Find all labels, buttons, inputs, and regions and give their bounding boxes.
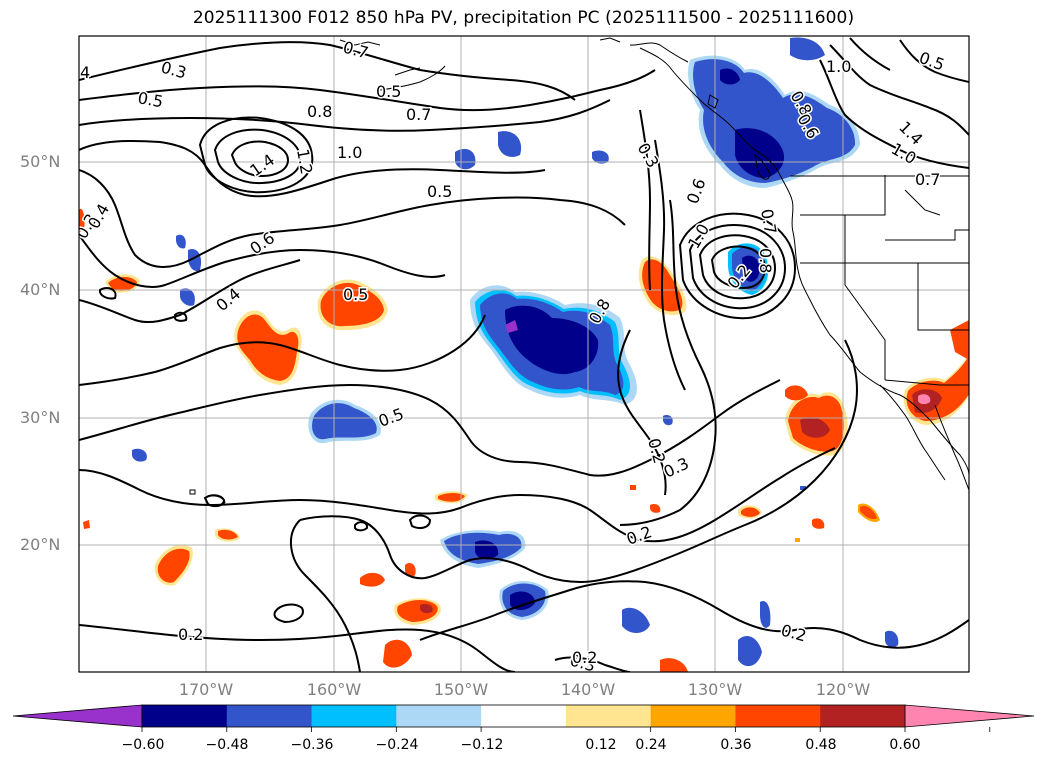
colorbar-segment xyxy=(226,705,313,727)
colorbar-tick-label: 0.48 xyxy=(805,737,837,753)
colorbar-tick-label: 0.60 xyxy=(889,737,921,753)
positive-anomaly-regions xyxy=(79,208,969,672)
contour-label: 0.8 xyxy=(307,102,332,121)
contour-label: 0.5 xyxy=(427,182,452,201)
contour-label: 0.8 xyxy=(756,248,775,273)
lon-label-130w: 130°W xyxy=(687,680,743,699)
contour-label: 4 xyxy=(80,63,90,82)
contour-label: 0.3 xyxy=(568,651,598,676)
lat-label-40n: 40°N xyxy=(20,280,61,299)
lon-label-170w: 170°W xyxy=(178,680,234,699)
colorbar-tick-label: 0.24 xyxy=(635,737,667,753)
contour-label: 1.2 xyxy=(293,147,316,175)
negative-anomaly-regions xyxy=(132,37,899,667)
lat-label-50n: 50°N xyxy=(20,152,61,171)
colorbar-tick-label: −0.36 xyxy=(290,737,334,753)
contour-label: 1.0 xyxy=(826,57,851,76)
lon-label-160w: 160°W xyxy=(306,680,362,699)
colorbar xyxy=(12,704,1035,732)
colorbar-tick-label: −0.24 xyxy=(375,737,419,753)
colorbar-segment xyxy=(481,705,567,727)
contour-label: 0.5 xyxy=(343,285,368,304)
colorbar-segment xyxy=(565,705,652,727)
colorbar-segment xyxy=(820,705,906,727)
lat-label-30n: 30°N xyxy=(20,408,61,427)
colorbar-tick-label: −0.12 xyxy=(460,737,504,753)
lon-label-120w: 120°W xyxy=(815,680,871,699)
colorbar-segment xyxy=(311,705,397,727)
map-title: 2025111300 F012 850 hPa PV, precipitatio… xyxy=(192,8,855,28)
map-frame xyxy=(78,35,970,673)
lon-label-140w: 140°W xyxy=(560,680,616,699)
pv-contours xyxy=(79,37,969,672)
contour-label: 0.5 xyxy=(376,82,401,101)
colorbar-segment xyxy=(396,705,482,727)
colorbar-segment xyxy=(735,705,821,727)
contour-label: 0.7 xyxy=(915,170,940,189)
contour-label: 0.7 xyxy=(406,105,431,124)
colorbar-tick-label: 0.12 xyxy=(585,737,617,753)
contour-label: 0.2 xyxy=(572,648,597,667)
colorbar-tick-label: 0.36 xyxy=(720,737,752,753)
lat-label-20n: 20°N xyxy=(20,535,61,554)
contour-label: 0.2 xyxy=(178,625,203,644)
colorbar-tick-label: −0.48 xyxy=(205,737,249,753)
colorbar-segment xyxy=(142,705,228,727)
colorbar-extend-high xyxy=(904,704,1035,728)
colorbar-tick-label: −0.60 xyxy=(121,737,165,753)
colorbar-segment xyxy=(650,705,736,727)
contour-label: 1.0 xyxy=(337,143,362,162)
colorbar-extend-low xyxy=(12,704,143,728)
lon-label-150w: 150°W xyxy=(433,680,489,699)
